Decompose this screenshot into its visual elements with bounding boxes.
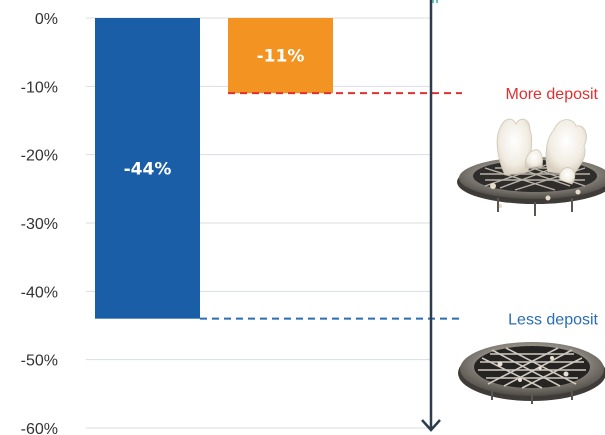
heavy-deposit-sample-image [457,118,605,216]
y-tick-label: -30% [21,216,58,233]
annotation-label: More deposit [506,86,599,103]
y-tick-label: -10% [21,79,58,96]
bar [228,18,333,94]
bar-value-label: -11% [257,47,305,67]
y-tick-label: -50% [21,353,58,370]
y-tick-label: 0% [35,11,58,28]
light-deposit-sample-image [458,342,605,404]
y-tick-label: -40% [21,284,58,301]
bar-value-label: -44% [124,159,172,179]
annotation-label: Less deposit [508,312,598,329]
annotations: More deposit Less deposit [200,86,599,329]
y-tick-label: -60% [21,421,58,435]
bar [95,18,200,319]
y-axis-ticks: 0% -10% -20% -30% -40% -50% -60% [21,11,58,435]
bars: -44% -11% [95,18,333,319]
downward-arrow [421,0,441,432]
y-tick-label: -20% [21,148,58,165]
